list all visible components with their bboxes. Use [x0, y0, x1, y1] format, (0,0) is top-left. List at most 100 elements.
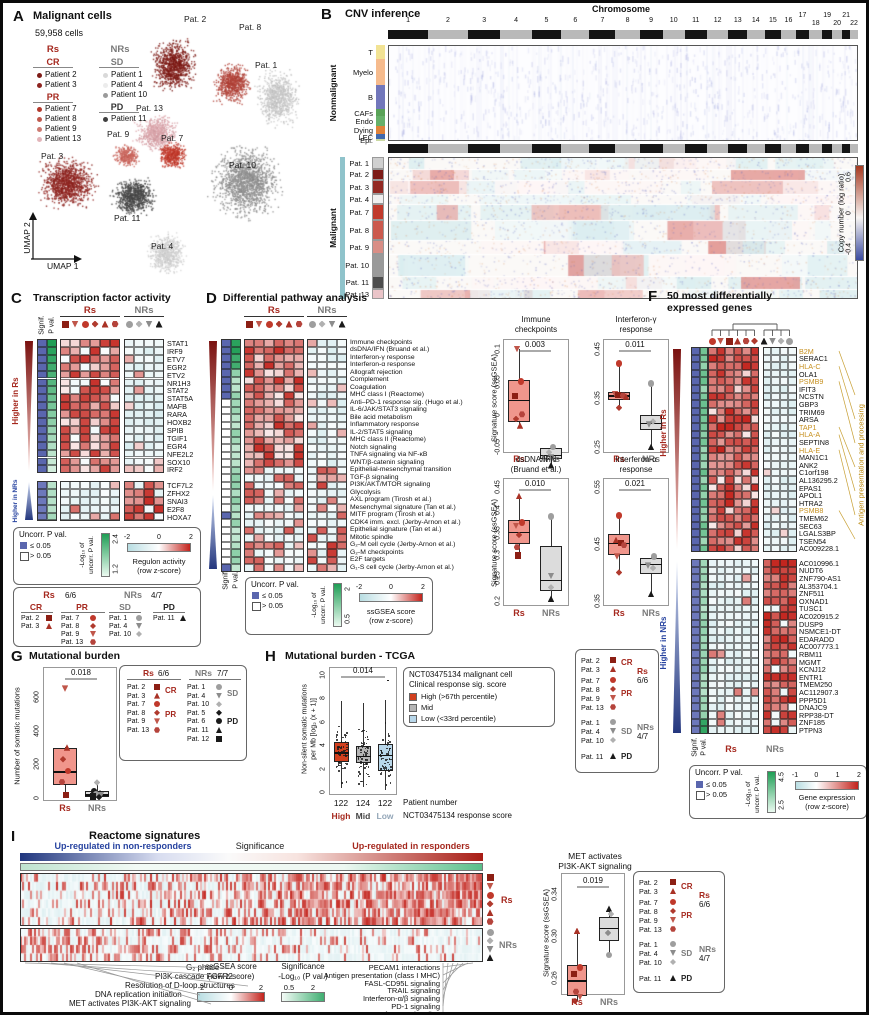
circle-symbol	[517, 378, 525, 385]
tri-up-symbol	[734, 337, 741, 345]
legend-swatch	[409, 693, 417, 701]
row-color-chip	[372, 276, 384, 289]
level-label: Low	[376, 811, 394, 821]
gene-label: EGR4	[167, 441, 187, 451]
gene-label: HOXA7	[167, 512, 192, 522]
jitter-dot	[380, 758, 383, 760]
heatmap-cell	[254, 534, 264, 542]
y-tick: 0.2	[494, 596, 502, 606]
median-line	[508, 399, 530, 402]
y-tick: 0.30	[551, 929, 559, 943]
shape	[762, 559, 797, 734]
patient-label: Pat. 13	[127, 727, 150, 734]
legend-title: Significance	[281, 962, 325, 971]
heatmap-cell	[90, 504, 100, 513]
jitter-dot	[380, 768, 382, 770]
chromosome-band	[639, 144, 663, 153]
heatmap-cell	[274, 406, 284, 414]
pd-label: PD	[163, 602, 175, 612]
patient-label: Pat. 9	[639, 916, 658, 925]
patient-count: 122	[333, 798, 349, 808]
colorbar-tick: 0	[845, 211, 853, 215]
gene-label: PTPN3	[799, 726, 823, 735]
higher-in-rs-wedge	[25, 341, 33, 471]
legend-cr: CR	[46, 57, 60, 67]
zscore-colorbar	[197, 992, 265, 1002]
y-tick: 0.35	[594, 391, 602, 405]
heatmap-cell	[274, 504, 284, 512]
row-label: CAFs	[354, 108, 373, 118]
heatmap-cell	[284, 346, 294, 354]
chromosome-header: Chromosome	[591, 4, 651, 14]
legend-item: ≤ 0.05	[262, 590, 283, 600]
heatmap-cell	[90, 354, 100, 363]
chromosome-number: 16	[784, 17, 793, 24]
log-pval-colorbar	[767, 771, 776, 813]
jitter-dot	[344, 754, 347, 756]
heatmap-cell	[274, 384, 284, 392]
tri-up-symbol	[155, 320, 163, 328]
pathway-label: IL-6/JAK/STAT3 signaling	[350, 406, 427, 414]
heatmap-cell	[100, 410, 110, 418]
shape	[60, 481, 120, 521]
circle-symbol	[610, 719, 616, 725]
shape	[127, 679, 181, 680]
legend-box	[13, 527, 201, 585]
heatmap-cell	[80, 386, 90, 395]
heatmap-cell	[144, 418, 154, 426]
jitter-dot	[361, 758, 363, 760]
legend-title: ssGSEA score	[205, 962, 257, 971]
rs-count: 6/6	[699, 900, 711, 909]
chromosome-number: 6	[573, 17, 578, 24]
row-color-chip	[376, 126, 385, 134]
heatmap-cell	[134, 410, 144, 418]
chromosome-band	[388, 144, 429, 153]
heatmap-cell	[317, 414, 327, 422]
heatmap-cell	[317, 556, 327, 564]
jitter-dot	[339, 762, 342, 764]
row-label: Endo	[355, 117, 373, 126]
chromosome-band	[849, 30, 858, 39]
heatmap-cell	[100, 449, 110, 458]
rs-col-footer: Rs	[725, 744, 737, 754]
diamond-symbol	[136, 631, 142, 637]
y-tick: 2	[319, 766, 327, 771]
gene-label: EGR2	[167, 362, 187, 372]
square-symbol	[670, 879, 676, 885]
chromosome-number: 4	[514, 17, 518, 24]
shape	[33, 102, 73, 103]
gene-label: TGIF1	[167, 433, 188, 443]
legend-item: > 0.05	[706, 789, 728, 799]
heatmap-cell	[284, 481, 294, 489]
chromosome-number: 2	[446, 17, 450, 24]
heatmap-frame	[20, 873, 483, 926]
circle-symbol	[102, 72, 108, 78]
heatmap-cell	[317, 466, 327, 474]
heatmap-cell	[90, 378, 100, 387]
jitter-dot	[382, 767, 385, 770]
whisker	[618, 363, 620, 408]
heatmap-cell	[274, 391, 284, 399]
heatmap-cell	[134, 394, 144, 403]
heatmap-cell	[100, 488, 110, 497]
heatmap-cell	[264, 354, 274, 362]
rs-row-label: Rs	[501, 895, 513, 905]
heatmap-cell	[284, 504, 294, 512]
heatmap-cell	[90, 457, 100, 466]
heatmap-cell	[274, 549, 284, 557]
jitter-dot	[346, 763, 348, 765]
heatmap-cell	[100, 402, 110, 411]
legend-log-label: -Log₁₀ of	[310, 592, 318, 618]
jitter-dot	[379, 754, 382, 756]
square-symbol	[46, 615, 52, 621]
jitter-dot	[346, 754, 348, 757]
heatmap-cell	[327, 519, 337, 527]
cluster-label: Pat. 10	[229, 160, 256, 170]
tri-up-symbol	[101, 320, 109, 328]
heatmap-cell	[134, 449, 144, 458]
jitter-dot	[388, 735, 390, 737]
heatmap-cell	[80, 402, 90, 411]
heatmap-cell	[264, 511, 274, 519]
p-value: 0.019	[582, 876, 604, 885]
jitter-dot	[336, 739, 339, 741]
